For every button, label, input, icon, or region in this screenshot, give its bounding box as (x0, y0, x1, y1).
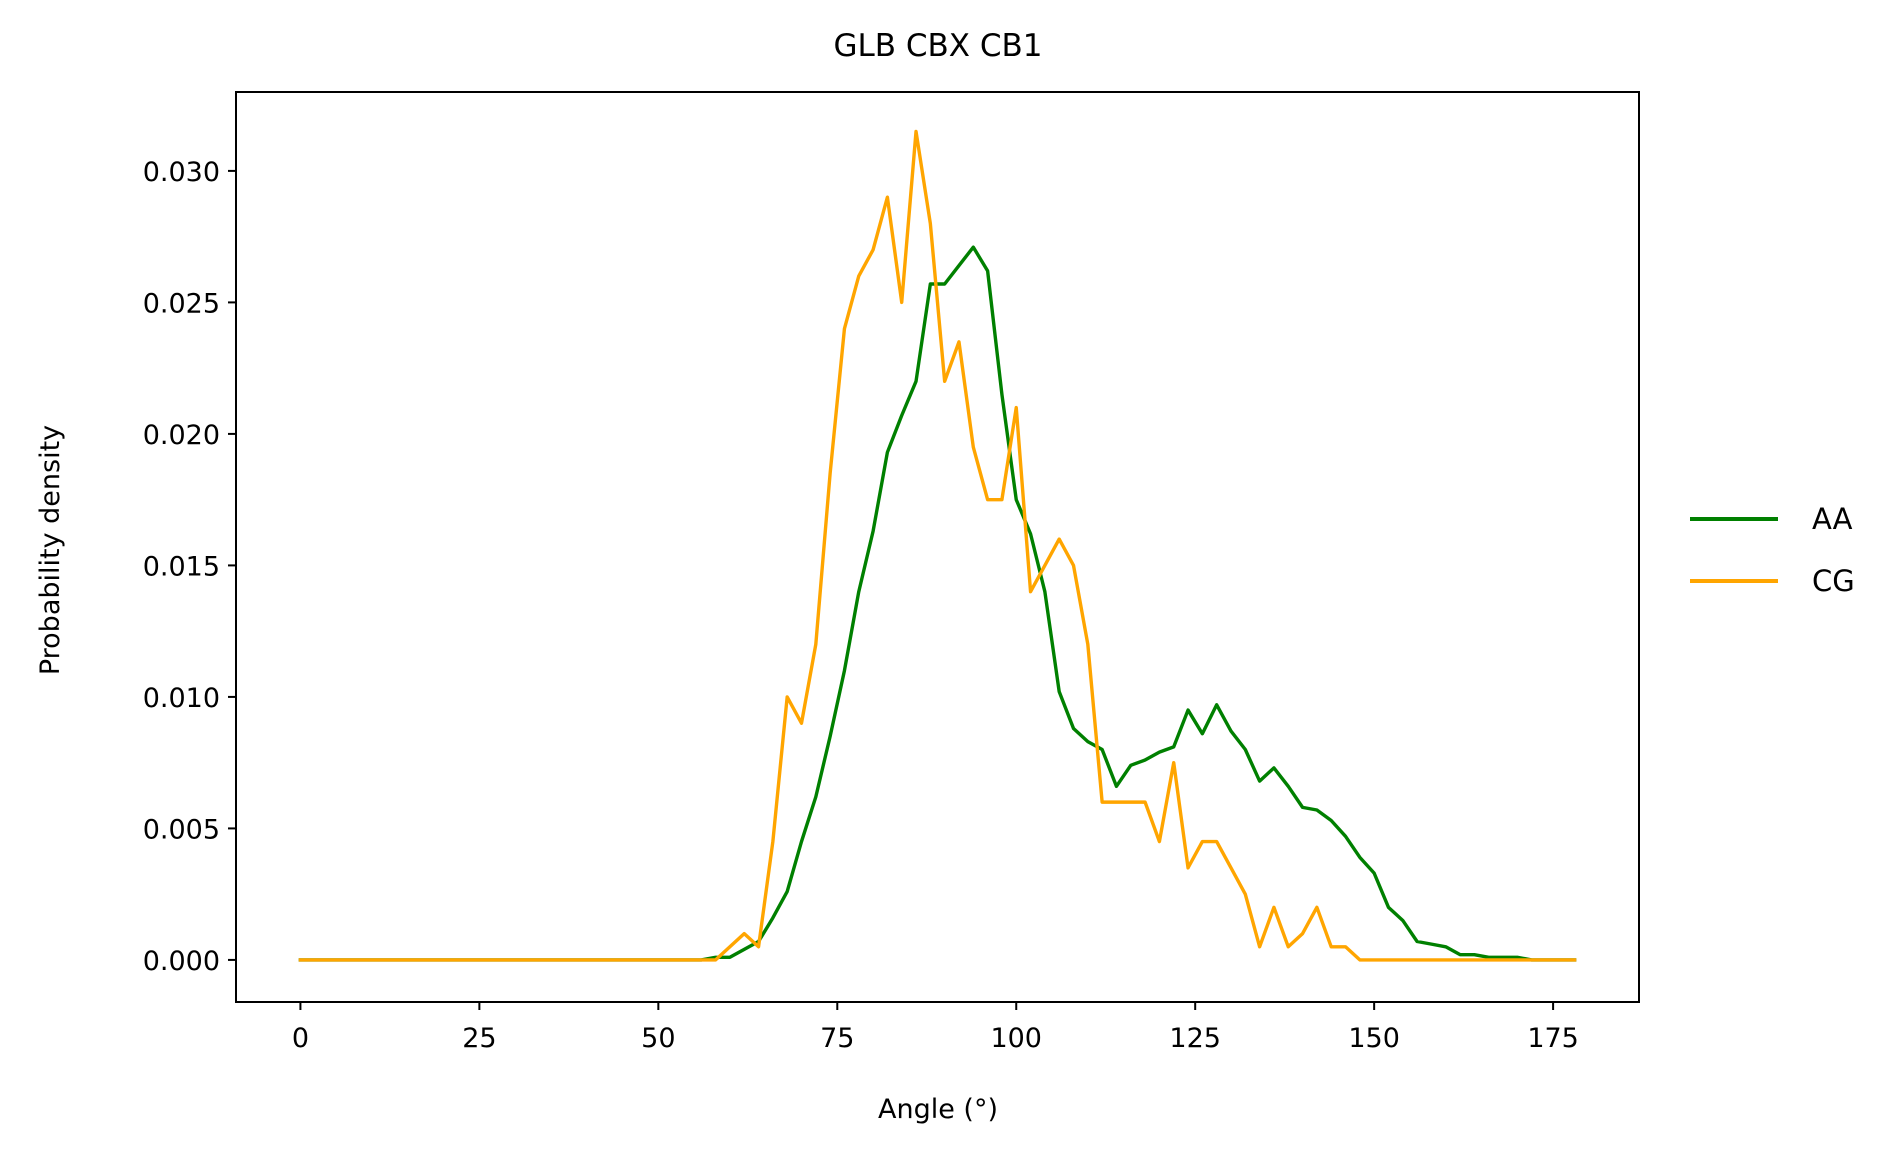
y-tick-label: 0.030 (143, 157, 220, 188)
legend-label-aa: AA (1812, 502, 1853, 536)
x-tick-label: 50 (641, 1023, 675, 1054)
legend: AA CG (1690, 502, 1855, 598)
x-axis-label: Angle (°) (878, 1094, 998, 1125)
x-tick-label: 150 (1348, 1023, 1400, 1054)
chart-title: GLB CBX CB1 (833, 28, 1042, 64)
series-line-aa (298, 245, 1577, 962)
legend-label-cg: CG (1812, 564, 1855, 598)
x-tick-label: 125 (1169, 1023, 1221, 1054)
x-axis: 0 25 50 75 100 125 150 175 (292, 1002, 1579, 1054)
y-axis-label: Probability density (35, 425, 66, 675)
x-tick-label: 75 (820, 1023, 854, 1054)
x-tick-label: 0 (292, 1023, 309, 1054)
y-axis: 0.000 0.005 0.010 0.015 0.020 0.025 0.030 (143, 157, 236, 977)
y-tick-label: 0.025 (143, 288, 220, 319)
plot-frame (235, 91, 1640, 1003)
series-line-cg (298, 129, 1577, 962)
y-tick-label: 0.015 (143, 551, 220, 582)
y-tick-label: 0.005 (143, 814, 220, 845)
y-tick-label: 0.010 (143, 683, 220, 714)
plot-area (298, 129, 1577, 962)
x-tick-label: 175 (1527, 1023, 1579, 1054)
y-tick-label: 0.020 (143, 420, 220, 451)
x-tick-label: 100 (990, 1023, 1042, 1054)
y-tick-label: 0.000 (143, 946, 220, 977)
x-tick-label: 25 (462, 1023, 496, 1054)
